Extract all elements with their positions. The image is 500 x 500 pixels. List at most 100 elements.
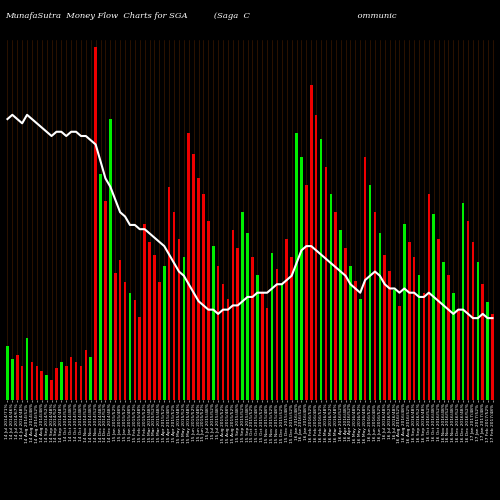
Bar xyxy=(242,212,244,400)
Bar xyxy=(134,300,136,400)
Bar xyxy=(300,158,303,400)
Text: MunafaSutra  Money Flow  Charts for SGA          (Saga  C                       : MunafaSutra Money Flow Charts for SGA (S… xyxy=(5,12,396,20)
Bar xyxy=(295,133,298,400)
Bar xyxy=(384,255,386,400)
Bar xyxy=(163,266,166,400)
Bar xyxy=(109,120,112,400)
Bar xyxy=(378,232,381,400)
Bar xyxy=(320,140,322,400)
Bar xyxy=(188,133,190,400)
Bar xyxy=(428,194,430,400)
Bar xyxy=(422,293,426,400)
Bar xyxy=(349,266,352,400)
Bar xyxy=(94,47,97,400)
Bar xyxy=(104,201,107,400)
Bar xyxy=(40,371,43,400)
Bar xyxy=(330,194,332,400)
Bar xyxy=(466,221,469,400)
Bar xyxy=(364,158,366,400)
Bar xyxy=(99,174,102,400)
Bar xyxy=(438,239,440,400)
Bar xyxy=(276,269,278,400)
Bar xyxy=(305,184,308,400)
Bar xyxy=(344,248,347,400)
Bar xyxy=(50,380,53,400)
Bar xyxy=(261,293,264,400)
Bar xyxy=(232,230,234,400)
Bar xyxy=(124,282,126,400)
Bar xyxy=(202,194,205,400)
Bar xyxy=(128,293,132,400)
Bar xyxy=(315,115,318,400)
Bar xyxy=(168,188,170,400)
Bar xyxy=(452,293,454,400)
Bar xyxy=(246,232,249,400)
Bar xyxy=(280,284,283,400)
Bar xyxy=(217,266,220,400)
Bar xyxy=(178,239,180,400)
Bar xyxy=(447,275,450,400)
Bar xyxy=(476,262,479,400)
Bar xyxy=(80,366,82,400)
Bar xyxy=(334,212,337,400)
Bar xyxy=(486,302,489,400)
Bar xyxy=(418,275,420,400)
Bar xyxy=(393,290,396,400)
Bar xyxy=(290,257,293,400)
Bar xyxy=(30,362,34,400)
Bar xyxy=(256,275,258,400)
Bar xyxy=(374,212,376,400)
Bar xyxy=(172,212,176,400)
Bar xyxy=(432,214,435,400)
Bar xyxy=(138,316,141,400)
Bar xyxy=(55,368,58,400)
Bar xyxy=(65,366,68,400)
Bar xyxy=(158,282,160,400)
Bar xyxy=(236,248,239,400)
Bar xyxy=(21,366,24,400)
Bar xyxy=(408,242,410,400)
Bar xyxy=(36,366,38,400)
Bar xyxy=(16,355,18,400)
Bar xyxy=(60,362,62,400)
Bar xyxy=(388,272,391,400)
Bar xyxy=(119,260,122,400)
Bar xyxy=(153,255,156,400)
Bar xyxy=(403,224,406,400)
Bar xyxy=(182,257,185,400)
Bar xyxy=(398,306,401,400)
Bar xyxy=(197,178,200,400)
Bar xyxy=(286,239,288,400)
Bar xyxy=(6,346,9,400)
Bar xyxy=(114,274,116,400)
Bar xyxy=(266,308,268,400)
Bar xyxy=(226,298,230,400)
Bar xyxy=(472,242,474,400)
Bar xyxy=(324,166,328,400)
Bar xyxy=(442,262,445,400)
Bar xyxy=(251,257,254,400)
Bar xyxy=(270,254,274,400)
Bar xyxy=(207,221,210,400)
Bar xyxy=(368,184,372,400)
Bar xyxy=(70,356,72,400)
Bar xyxy=(26,338,29,400)
Bar xyxy=(359,298,362,400)
Bar xyxy=(491,314,494,400)
Bar xyxy=(354,280,356,400)
Bar xyxy=(212,246,214,400)
Bar xyxy=(74,362,78,400)
Bar xyxy=(90,356,92,400)
Bar xyxy=(462,202,464,400)
Bar xyxy=(222,284,224,400)
Bar xyxy=(46,374,48,400)
Bar xyxy=(148,242,151,400)
Bar xyxy=(192,154,195,400)
Bar xyxy=(310,85,312,400)
Bar xyxy=(413,257,416,400)
Bar xyxy=(482,284,484,400)
Bar xyxy=(11,360,14,400)
Bar xyxy=(84,350,87,400)
Bar xyxy=(144,224,146,400)
Bar xyxy=(340,230,342,400)
